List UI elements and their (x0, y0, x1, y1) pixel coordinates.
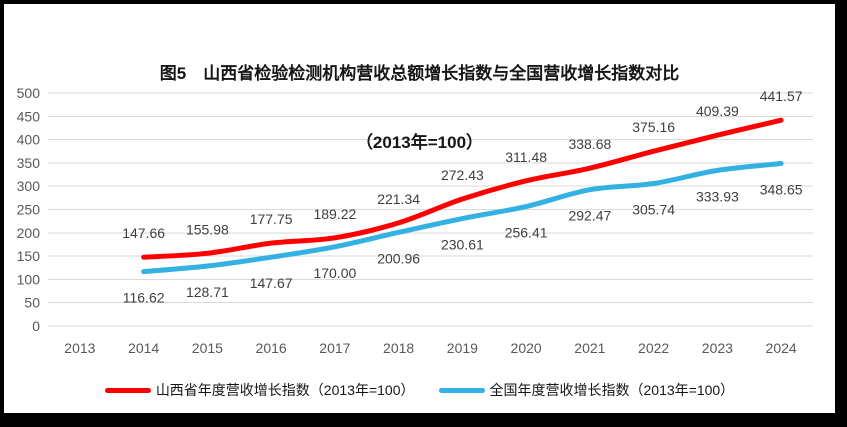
x-axis-tick-label: 2016 (256, 340, 287, 356)
data-label-shanxi: 189.22 (313, 206, 356, 222)
series-line-shanxi (141, 117, 784, 260)
data-label-national: 170.00 (313, 265, 356, 281)
chart-subtitle: （2013年=100） (355, 133, 484, 152)
data-label-shanxi: 375.16 (632, 119, 675, 135)
data-label-shanxi: 147.66 (122, 225, 165, 241)
x-axis-tick-label: 2023 (702, 340, 733, 356)
legend-label-shanxi: 山西省年度营收增长指数（2013年=100） (155, 382, 415, 398)
data-label-shanxi: 221.34 (377, 191, 420, 207)
x-axis-tick-label: 2020 (511, 340, 542, 356)
series-line-national (141, 161, 784, 275)
data-label-national: 230.61 (441, 237, 484, 253)
data-label-shanxi: 338.68 (568, 136, 611, 152)
data-label-shanxi: 177.75 (250, 211, 293, 227)
data-label-national: 147.67 (250, 275, 293, 291)
y-axis-tick-label: 50 (24, 295, 40, 311)
y-axis-tick-label: 200 (17, 225, 41, 241)
x-axis-tick-label: 2019 (447, 340, 478, 356)
x-axis-tick-label: 2022 (638, 340, 669, 356)
chart-title-block: 图5 山西省检验检测机构营收总额增长指数与全国营收增长指数对比 （2013年=1… (4, 16, 835, 200)
x-axis-tick-label: 2014 (128, 340, 159, 356)
data-label-shanxi: 272.43 (441, 167, 484, 183)
data-label-shanxi: 441.57 (760, 88, 803, 104)
legend-label-national: 全国年度营收增长指数（2013年=100） (489, 382, 735, 398)
chart-title: 图5 山西省检验检测机构营收总额增长指数与全国营收增长指数对比 (159, 64, 680, 83)
x-axis-tick-label: 2017 (319, 340, 350, 356)
chart-legend: 山西省年度营收增长指数（2013年=100） 全国年度营收增长指数（2013年=… (4, 380, 835, 400)
y-axis-tick-label: 400 (17, 132, 41, 148)
y-axis-tick-label: 500 (17, 85, 41, 101)
x-axis-tick-label: 2018 (383, 340, 414, 356)
data-label-national: 292.47 (568, 208, 611, 224)
y-axis-tick-label: 450 (17, 108, 41, 124)
x-axis-tick-label: 2015 (192, 340, 223, 356)
data-label-shanxi: 311.48 (505, 149, 547, 165)
data-label-shanxi: 409.39 (696, 103, 739, 119)
data-label-national: 128.71 (186, 284, 229, 300)
line-chart-plot: 0 50 100 150 200 250 300 350 400 450 500 2013 2014 20… (17, 85, 813, 356)
y-axis-tick-label: 0 (32, 318, 40, 334)
legend-line-red (104, 387, 151, 393)
data-label-national: 333.93 (696, 188, 739, 204)
y-axis-tick-label: 300 (17, 178, 41, 194)
data-label-national: 256.41 (505, 225, 548, 241)
x-axis-tick-label: 2013 (64, 340, 95, 356)
legend-line-blue (438, 387, 485, 393)
x-axis-tick-label: 2024 (766, 340, 797, 356)
data-label-national: 305.74 (632, 202, 675, 218)
y-axis-tick-label: 250 (17, 202, 41, 218)
y-axis-tick-label: 150 (17, 248, 41, 264)
data-label-national: 200.96 (377, 250, 420, 266)
legend-item-shanxi: 山西省年度营收增长指数（2013年=100） (104, 380, 415, 400)
data-label-national: 116.62 (123, 290, 165, 306)
x-axis-tick-label: 2021 (574, 340, 605, 356)
y-axis-tick-label: 100 (17, 271, 41, 287)
data-label-national: 348.65 (760, 182, 803, 198)
y-axis-tick-label: 350 (17, 155, 41, 171)
legend-item-national: 全国年度营收增长指数（2013年=100） (438, 380, 735, 400)
data-label-shanxi: 155.98 (186, 221, 229, 237)
